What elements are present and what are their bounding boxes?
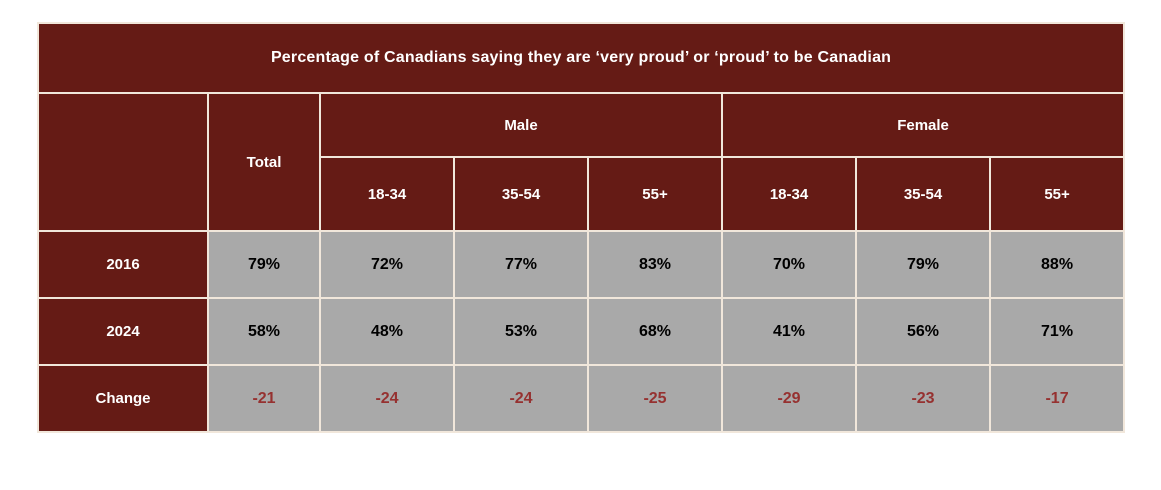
value-2024-female-55plus: 71% [988,297,1126,366]
value-2016-male-55plus: 83% [587,230,723,299]
column-group-female: Female [720,92,1126,158]
group-header-row: Total Male Female [37,92,1126,232]
column-header-male-35-54: 35-54 [453,156,589,232]
value-2024-male-35-54: 53% [453,297,589,366]
value-change-male-55plus: -25 [587,364,723,433]
table-row-change: Change -21 -24 -24 -25 -29 -23 -17 [37,364,1126,433]
value-2016-male-18-34: 72% [319,230,455,299]
proud-canadians-table: Percentage of Canadians saying they are … [36,22,1126,433]
row-label-change: Change [37,364,209,433]
column-header-female-35-54: 35-54 [855,156,991,232]
value-change-female-55plus: -17 [988,364,1126,433]
value-2024-male-55plus: 68% [587,297,723,366]
value-2024-male-18-34: 48% [319,297,455,366]
table-title: Percentage of Canadians saying they are … [36,22,1126,94]
value-2024-female-18-34: 41% [721,297,857,366]
value-change-male-18-34: -24 [319,364,455,433]
row-label-2016: 2016 [37,230,209,299]
table-row-2016: 2016 79% 72% 77% 83% 70% 79% 88% [37,230,1126,299]
value-change-female-35-54: -23 [855,364,991,433]
value-2016-female-18-34: 70% [721,230,857,299]
column-group-male: Male [319,92,723,158]
row-label-2024: 2024 [37,297,209,366]
value-change-male-35-54: -24 [453,364,589,433]
title-row: Percentage of Canadians saying they are … [36,22,1126,94]
column-header-female-55plus: 55+ [988,156,1126,232]
value-2016-female-35-54: 79% [855,230,991,299]
value-2024-total: 58% [207,297,321,366]
column-header-male-18-34: 18-34 [319,156,455,232]
value-2016-female-55plus: 88% [988,230,1126,299]
value-change-total: -21 [207,364,321,433]
value-change-female-18-34: -29 [721,364,857,433]
value-2024-female-35-54: 56% [855,297,991,366]
corner-cell [37,92,209,232]
value-2016-total: 79% [207,230,321,299]
column-header-female-18-34: 18-34 [721,156,857,232]
column-header-total: Total [207,92,321,232]
proud-canadians-table-container: Percentage of Canadians saying they are … [36,22,1126,433]
column-header-male-55plus: 55+ [587,156,723,232]
table-row-2024: 2024 58% 48% 53% 68% 41% 56% 71% [37,297,1126,366]
value-2016-male-35-54: 77% [453,230,589,299]
age-header-row: 18-34 35-54 55+ 18-34 35-54 55+ [38,156,1126,232]
